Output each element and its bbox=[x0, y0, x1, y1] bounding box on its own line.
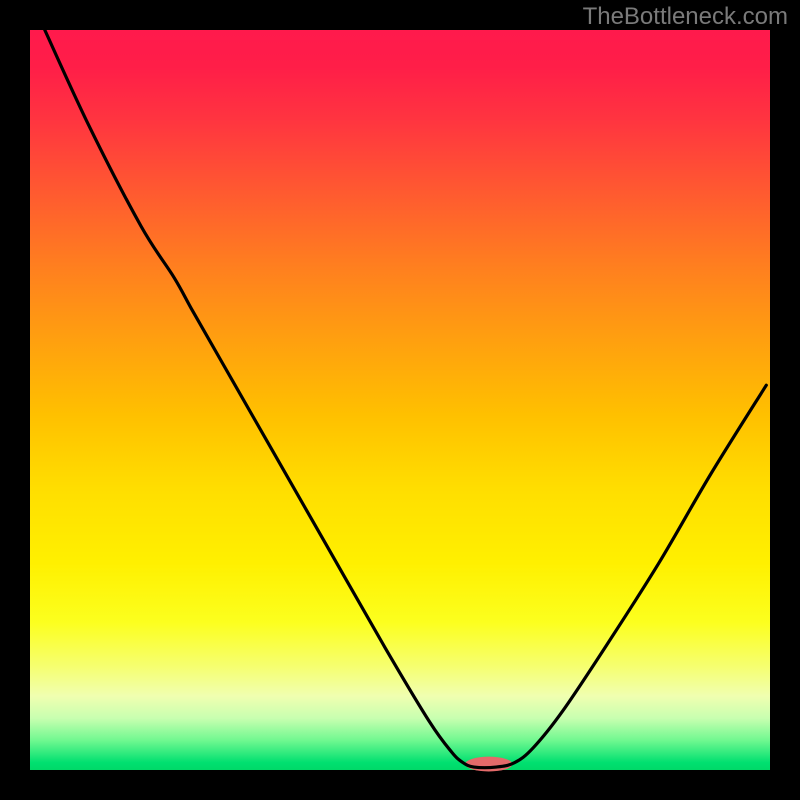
bottleneck-chart bbox=[0, 0, 800, 800]
stage: TheBottleneck.com bbox=[0, 0, 800, 800]
watermark-label: TheBottleneck.com bbox=[583, 3, 788, 31]
chart-background bbox=[30, 30, 770, 770]
